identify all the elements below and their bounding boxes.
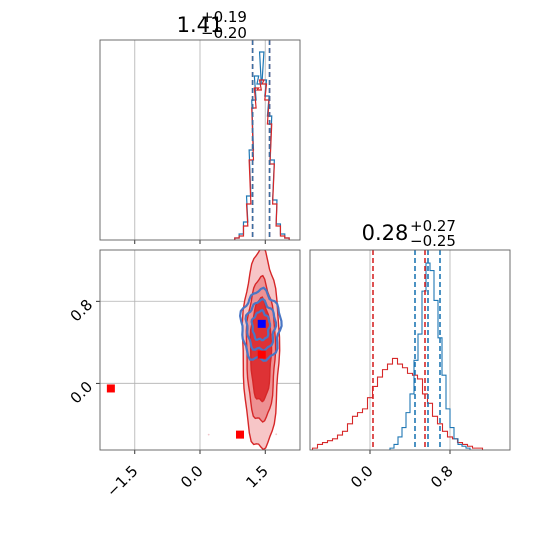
joint-marker-0: [106, 384, 115, 393]
joint-marker-1: [236, 430, 244, 439]
panel-marginal-y: 0.0 0.8: [309, 249, 511, 492]
joint-frame: [99, 249, 301, 451]
title-marginal-x-sup: +0.19: [201, 8, 247, 26]
joint-sample-point: [207, 433, 210, 436]
joint-xtick-label-0: −1.5: [103, 462, 141, 500]
joint-plot-area: [100, 250, 300, 469]
joint-xtick-label-2: 1.5: [242, 462, 272, 492]
joint-marker-2: [257, 350, 266, 359]
title-marginal-y-sup: +0.27: [410, 217, 456, 235]
joint-ytick-label-1: 0.8: [67, 296, 97, 326]
mx-frame: [99, 39, 301, 241]
joint-marker-3: [257, 319, 266, 328]
panel-marginal-x: [99, 39, 301, 244]
joint-sample-point: [275, 433, 278, 436]
joint-blue-contour-2: [250, 308, 272, 342]
my-tick-label-0: 0.0: [347, 462, 377, 492]
title-marginal-x-sub: −0.20: [201, 24, 247, 42]
joint-ytick-label-0: 0.0: [67, 378, 97, 408]
joint-xtick-label-1: 0.0: [177, 462, 207, 492]
joint-blue-contour-0: [238, 286, 283, 362]
my-tick-label-1: 0.8: [427, 462, 457, 492]
joint-blue-contour-1: [244, 297, 278, 352]
title-marginal-y-sub: −0.25: [410, 232, 456, 250]
my-frame: [309, 249, 511, 451]
mx-hist-series-1: [234, 79, 290, 240]
title-marginal-y-main: 0.28: [362, 221, 409, 245]
my-hist-series-0: [311, 357, 484, 450]
joint-sample-point: [269, 467, 271, 469]
title-marginal-x: 1.41: [177, 13, 224, 37]
my-hist-series-1: [389, 262, 471, 450]
title-marginal-x-main: 1.41: [177, 13, 224, 37]
title-marginal-y: 0.28: [362, 221, 409, 245]
panel-joint: −1.5 0.0 1.5 0.0 0.8: [67, 249, 301, 501]
